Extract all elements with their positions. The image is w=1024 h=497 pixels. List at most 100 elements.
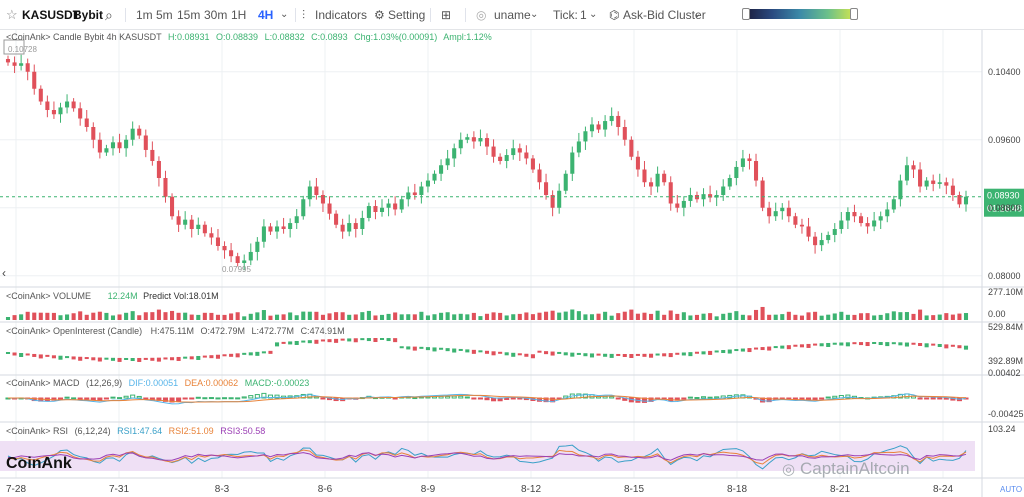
macd-series <box>5 392 969 405</box>
candle <box>773 202 778 221</box>
oi-candle <box>268 350 273 354</box>
candle <box>603 115 608 137</box>
heatmap-color-scale[interactable] <box>742 8 858 20</box>
indicators-icon[interactable]: ⫶ <box>302 8 306 22</box>
interval-15m[interactable]: 15m <box>177 8 201 22</box>
interval-5m[interactable]: 5m <box>156 8 173 22</box>
candle <box>563 170 568 195</box>
volume-bar <box>931 315 936 320</box>
macd-histogram-bar <box>228 397 234 400</box>
oi-candle <box>596 353 601 356</box>
oi-candle <box>688 352 693 357</box>
macd-histogram-bar <box>477 397 483 400</box>
interval-1h[interactable]: 1H <box>231 8 247 22</box>
chart-area[interactable]: 0.08930 01:16:48 0.10728 0.07995 0.10400… <box>0 30 1024 497</box>
volume-bar <box>45 312 50 320</box>
interval-30m[interactable]: 30m <box>204 8 228 22</box>
oi-candle <box>327 339 332 343</box>
candle <box>688 187 693 207</box>
oi-candle <box>156 357 161 362</box>
oi-candle <box>708 350 713 355</box>
oi-candle <box>799 344 804 348</box>
layout-grid-icon[interactable]: ⊞ <box>441 8 452 22</box>
macd-dif-line <box>7 393 967 405</box>
volume-axis-top: 277.10M <box>988 287 1023 297</box>
favorite-star-icon[interactable]: ☆ <box>6 7 18 22</box>
volume-bar <box>196 314 201 320</box>
gear-icon[interactable]: ⚙ <box>374 8 385 22</box>
candle <box>189 214 194 238</box>
exchange-name[interactable]: Bybit <box>73 8 103 22</box>
oi-candle <box>734 349 739 352</box>
chevron-down-icon[interactable]: ⌄ <box>530 9 539 20</box>
auto-scale-toggle[interactable]: AUTO <box>1000 485 1022 494</box>
macd-histogram-bar <box>162 397 169 402</box>
macd-histogram-bar <box>90 397 96 401</box>
oi-candle <box>944 344 949 349</box>
volume-bar <box>104 312 109 320</box>
cluster-select[interactable]: Ask-Bid Cluster <box>623 8 706 22</box>
volume-bar <box>379 314 385 320</box>
oi-candle <box>616 353 621 356</box>
oi-candle <box>852 342 857 345</box>
macd-histogram-bar <box>176 397 182 402</box>
volume-bar <box>780 314 785 320</box>
uname-select[interactable]: uname <box>494 8 531 22</box>
candle <box>393 196 398 216</box>
volume-bar <box>117 314 122 320</box>
oi-candle <box>622 353 627 357</box>
oi-candle <box>963 345 969 350</box>
tick-select[interactable]: 1 <box>580 8 587 22</box>
chevron-down-icon[interactable]: ⌄ <box>693 9 702 20</box>
volume-bar <box>452 314 457 320</box>
macd-axis-bottom: -0.00425 <box>988 409 1024 419</box>
volume-bar <box>458 313 463 320</box>
volume-bar <box>904 312 909 320</box>
candle <box>19 54 24 71</box>
candle <box>458 132 463 155</box>
chevron-down-icon[interactable]: ⌄ <box>589 9 598 20</box>
macd-histogram-bar <box>208 397 214 400</box>
macd-histogram-bar <box>458 395 464 399</box>
chevron-down-icon[interactable]: ⌄ <box>280 9 289 20</box>
candle <box>839 212 844 234</box>
volume-bar <box>222 314 227 320</box>
macd-histogram-bar <box>930 397 936 400</box>
candle <box>91 122 96 149</box>
oi-candle <box>215 354 221 359</box>
oi-candle <box>288 341 293 345</box>
setting-button[interactable]: Setting <box>388 8 426 22</box>
candle <box>806 217 811 242</box>
volume-bar <box>12 315 17 320</box>
candle <box>419 181 424 204</box>
symbol-name[interactable]: KASUSDT <box>22 8 81 22</box>
oi-candle <box>609 353 614 358</box>
x-axis-label: 8-18 <box>727 484 747 495</box>
macd-histogram-bar <box>182 397 188 400</box>
oi-candle <box>819 343 824 347</box>
cluster-icon[interactable]: ⌬ <box>609 8 620 22</box>
interval-1m[interactable]: 1m <box>136 8 153 22</box>
eye-icon[interactable]: ◎ <box>476 8 487 22</box>
candle <box>747 153 752 170</box>
candle <box>51 101 56 119</box>
oi-candle <box>183 356 188 359</box>
volume-bar <box>373 315 378 320</box>
oi-candle <box>301 340 306 343</box>
oi-candle <box>366 338 371 342</box>
chevron-left-icon[interactable]: ‹ <box>2 266 6 280</box>
candle <box>931 174 936 192</box>
oi-candle <box>379 338 385 341</box>
candle <box>478 129 483 147</box>
x-axis-label: 8-24 <box>933 484 953 495</box>
oi-candle <box>91 357 96 361</box>
interval-4h[interactable]: 4H <box>258 8 274 22</box>
candle <box>465 133 470 144</box>
oi-candle <box>517 353 522 356</box>
indicators-button[interactable]: Indicators <box>315 8 368 22</box>
macd-histogram-bar <box>825 396 831 399</box>
search-icon[interactable]: ⌕ <box>105 7 113 23</box>
volume-bar <box>629 309 634 320</box>
oi-candle <box>78 356 83 361</box>
volume-bar <box>425 315 430 320</box>
